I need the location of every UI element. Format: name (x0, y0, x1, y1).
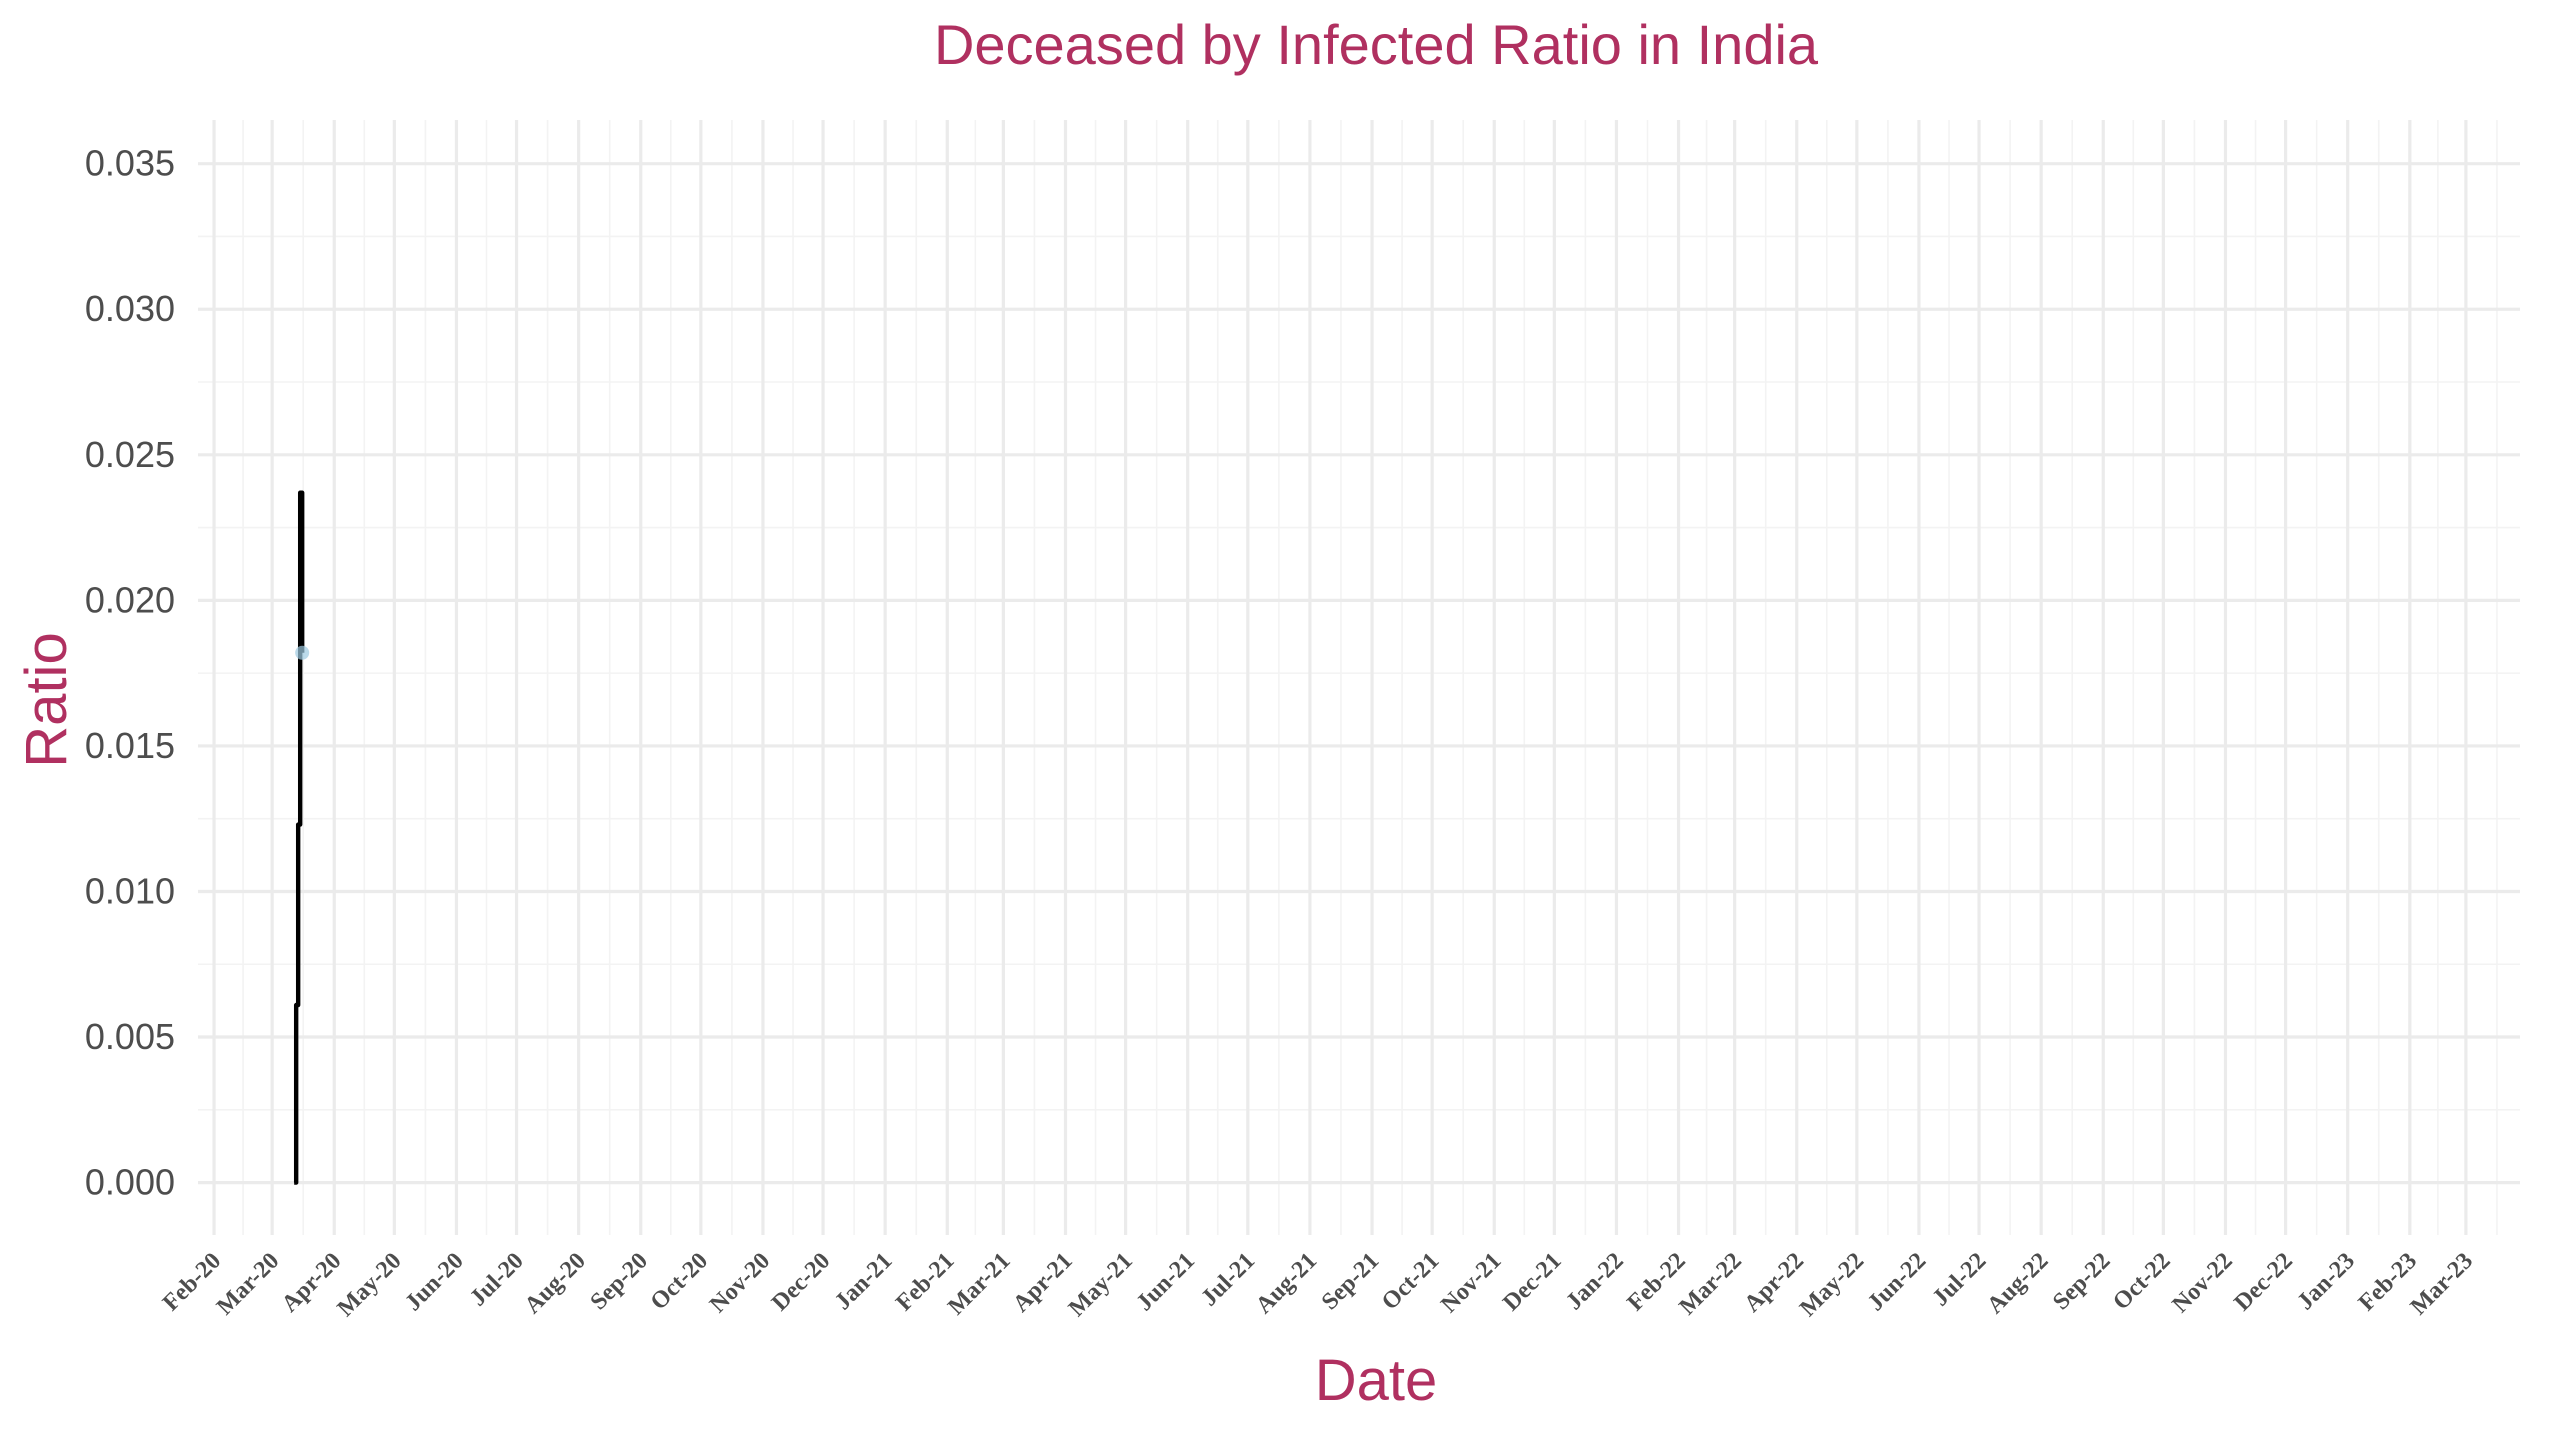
x-tick-label: Dec-20 (767, 1248, 835, 1316)
x-tick-label: Aug-21 (1251, 1248, 1322, 1319)
x-tick-label: May-21 (1064, 1248, 1138, 1322)
x-tick-label: Jul-21 (1196, 1248, 1260, 1312)
x-tick-labels: Feb-20Mar-20Apr-20May-20Jun-20Jul-20Aug-… (158, 1248, 2478, 1322)
x-tick-label: Sep-20 (586, 1248, 653, 1315)
x-tick-label: Jan-23 (2293, 1248, 2360, 1315)
y-tick-label: 0.030 (85, 288, 175, 329)
x-tick-label: Jun-22 (1863, 1248, 1931, 1316)
y-tick-label: 0.005 (85, 1016, 175, 1057)
x-tick-label: Oct-21 (1377, 1248, 1444, 1315)
x-tick-label: Jun-21 (1132, 1248, 1200, 1316)
y-tick-label: 0.015 (85, 725, 175, 766)
series-line (293, 490, 305, 1185)
x-tick-label: Nov-22 (2167, 1248, 2237, 1318)
x-tick-label: Jan-21 (830, 1248, 897, 1315)
x-axis-title: Date (1315, 1348, 1438, 1413)
chart-title: Deceased by Infected Ratio in India (934, 13, 1819, 76)
x-tick-label: Oct-20 (646, 1248, 713, 1315)
x-tick-label: Mar-21 (943, 1248, 1015, 1320)
x-tick-label: Jul-20 (465, 1248, 529, 1312)
y-tick-label: 0.035 (85, 143, 175, 184)
y-tick-label: 0.025 (85, 434, 175, 475)
x-tick-label: Nov-21 (1436, 1248, 1506, 1318)
y-tick-label: 0.000 (85, 1162, 175, 1203)
major-gridlines-x (212, 120, 2468, 1235)
minor-gridlines-x (242, 120, 2498, 1235)
x-tick-label: Nov-20 (705, 1248, 775, 1318)
x-tick-label: Dec-21 (1498, 1248, 1566, 1316)
x-tick-label: Mar-22 (1674, 1248, 1746, 1320)
x-tick-label: Mar-23 (2406, 1248, 2478, 1320)
major-gridlines-y (198, 162, 2520, 1185)
x-tick-label: Oct-22 (2108, 1248, 2175, 1315)
x-tick-label: Sep-21 (1317, 1248, 1384, 1315)
y-tick-label: 0.020 (85, 579, 175, 620)
x-tick-label: Jan-22 (1561, 1248, 1628, 1315)
x-tick-label: May-20 (333, 1248, 407, 1322)
x-tick-label: May-22 (1795, 1248, 1869, 1322)
x-tick-label: Aug-22 (1982, 1248, 2053, 1319)
data-point (295, 645, 310, 660)
x-tick-label: Aug-20 (520, 1248, 591, 1319)
y-axis-title: Ratio (14, 632, 79, 767)
x-tick-label: Jul-22 (1928, 1248, 1992, 1312)
x-tick-label: Sep-22 (2048, 1248, 2115, 1315)
x-tick-label: Jun-20 (400, 1248, 468, 1316)
series-layer (293, 490, 310, 1185)
x-tick-label: Mar-20 (212, 1248, 284, 1320)
minor-gridlines-y (198, 235, 2520, 1111)
y-tick-label: 0.010 (85, 870, 175, 911)
y-tick-labels: 0.000 0.005 0.010 0.015 0.020 0.025 0.030 0.035 (85, 143, 175, 1203)
x-tick-label: Dec-22 (2230, 1248, 2298, 1316)
